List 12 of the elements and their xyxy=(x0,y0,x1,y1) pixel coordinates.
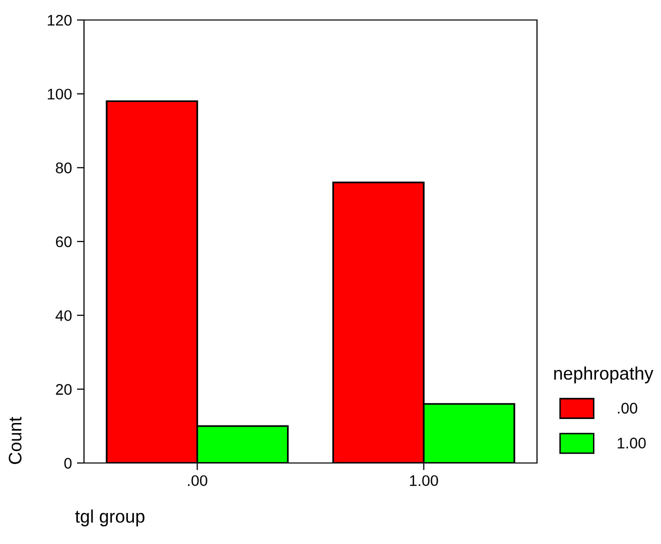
legend-label: .00 xyxy=(618,402,638,414)
legend-label: 1.00 xyxy=(618,438,646,449)
y-tick-label: 100 xyxy=(48,88,72,100)
y-tick-label: 120 xyxy=(48,14,72,26)
y-axis-title: Count xyxy=(8,416,22,464)
y-tick-label: 60 xyxy=(56,236,72,248)
y-tick-label: 20 xyxy=(56,384,72,395)
y-tick-label: 80 xyxy=(56,162,72,174)
y-tick-label: 0 xyxy=(64,458,72,469)
legend-title: nephropathy xyxy=(554,366,654,384)
y-tick-label: 40 xyxy=(56,310,72,322)
x-axis-title: tgl group xyxy=(75,510,144,526)
